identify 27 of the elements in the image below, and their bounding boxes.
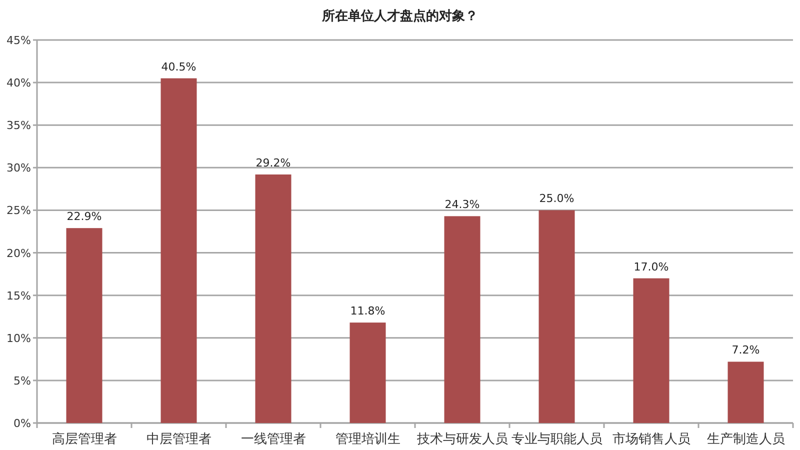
data-label: 17.0%	[634, 260, 669, 274]
x-tick-label: 一线管理者	[240, 431, 306, 446]
x-tick-label: 管理培训生	[335, 431, 400, 446]
y-tick-label: 35%	[6, 119, 31, 132]
x-tick-label: 专业与职能人员	[511, 431, 602, 446]
x-tick-label: 生产制造人员	[706, 431, 785, 446]
data-label: 29.2%	[256, 156, 291, 170]
y-tick-label: 25%	[6, 204, 31, 218]
y-tick-label: 15%	[6, 289, 31, 302]
data-label: 7.2%	[732, 344, 760, 357]
y-tick-label: 45%	[6, 34, 31, 47]
data-label: 40.5%	[161, 60, 196, 74]
data-label: 11.8%	[350, 304, 386, 318]
x-tick-label: 中层管理者	[146, 431, 212, 446]
y-tick-label: 40%	[6, 76, 31, 90]
y-tick-label: 30%	[6, 162, 31, 175]
x-tick-label: 技术与研发人员	[416, 431, 508, 446]
data-label: 25.0%	[539, 192, 574, 206]
y-tick-label: 20%	[6, 246, 31, 260]
data-label: 24.3%	[444, 198, 480, 212]
data-label: 22.9%	[66, 210, 102, 224]
x-tick-label: 市场销售人员	[612, 431, 690, 446]
x-tick-label: 高层管理者	[52, 431, 117, 446]
y-tick-label: 0%	[14, 417, 31, 430]
y-tick-label: 5%	[14, 374, 31, 388]
y-tick-label: 10%	[6, 332, 31, 345]
chart-title: 所在单位人才盘点的对象？	[321, 8, 478, 23]
